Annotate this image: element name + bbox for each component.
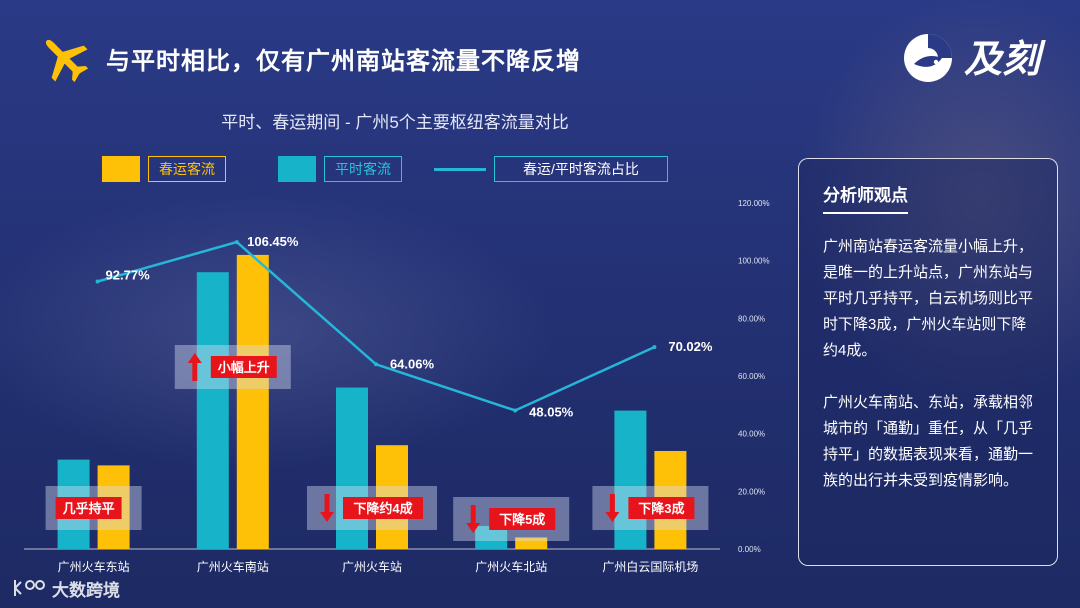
- y2-tick-label: 0.00%: [738, 545, 761, 554]
- chart-area: 0.00% 20.00% 40.00% 60.00% 80.00% 100.00% 120.…: [45, 199, 770, 574]
- arrow-down-icon: [605, 494, 620, 522]
- legend-spring: 春运客流: [102, 156, 226, 182]
- logo-text: 及刻: [964, 39, 1046, 81]
- badge-box: [489, 508, 556, 530]
- legend-normal: 平时客流: [278, 156, 402, 182]
- bar-spring: [515, 537, 548, 549]
- y2-tick-label: 60.00%: [738, 372, 765, 381]
- brand-logo: 及刻: [898, 28, 1060, 88]
- panel-title: 分析师观点: [823, 181, 908, 214]
- ratio-point: [652, 345, 657, 350]
- badge-box: [343, 497, 423, 519]
- bar-normal: [614, 410, 647, 549]
- title-bar: 与平时相比，仅有广州南站客流量不降反增: [36, 28, 581, 88]
- ratio-point: [95, 279, 100, 284]
- y2-tick-label: 20.00%: [738, 487, 765, 496]
- badge-box: [55, 497, 122, 519]
- badge-label: 下降约4成: [353, 501, 412, 516]
- arrow-up-icon: [187, 353, 202, 381]
- airplane-icon: [45, 39, 89, 83]
- badge-label: 下降5成: [499, 512, 545, 527]
- legend-normal-swatch: [278, 156, 316, 182]
- legend-ratio-swatch: [434, 167, 486, 171]
- badge-box: [628, 497, 695, 519]
- logo-bird-icon: 及刻: [904, 34, 1046, 82]
- page-title: 与平时相比，仅有广州南站客流量不降反增: [106, 47, 581, 75]
- ratio-point: [234, 240, 239, 245]
- arrow-down-icon: [466, 505, 481, 533]
- legend-normal-label: 平时客流: [324, 156, 402, 182]
- badge-label: 小幅上升: [218, 360, 270, 375]
- y2-tick-label: 80.00%: [738, 314, 765, 323]
- bar-normal: [196, 272, 229, 549]
- legend-ratio-label: 春运/平时客流占比: [494, 156, 668, 182]
- x-tick-label: 广州白云国际机场: [602, 559, 698, 574]
- ratio-point: [513, 408, 518, 413]
- y2-tick-label: 40.00%: [738, 430, 765, 439]
- ratio-point: [374, 362, 378, 367]
- x-tick-label: 广州火车北站: [475, 559, 547, 574]
- badge-label: 下降3成: [638, 501, 684, 516]
- ratio-data-label: 92.77%: [106, 268, 151, 283]
- ratio-data-label: 48.05%: [529, 404, 574, 419]
- badge-label: 几乎持平: [63, 501, 115, 516]
- panel-paragraph-1: 广州南站春运客流量小幅上升，是唯一的上升站点，广州东站与平时几乎持平，白云机场则…: [823, 238, 1034, 359]
- y2-tick-label: 120.00%: [738, 199, 770, 208]
- bar-spring: [236, 254, 269, 549]
- legend-spring-swatch: [102, 156, 140, 182]
- chart-title: 平时、春运期间 - 广州5个主要枢纽客流量对比: [221, 113, 569, 132]
- source-watermark: 大数跨境: [12, 574, 120, 602]
- x-tick-label: 广州火车站: [342, 559, 402, 574]
- legend-ratio: 春运/平时客流占比: [434, 156, 668, 182]
- source-text: 大数跨境: [52, 580, 120, 600]
- x-tick-label: 广州火车南站: [197, 559, 269, 574]
- y2-tick-label: 100.00%: [738, 257, 770, 266]
- ratio-data-label: 70.02%: [668, 339, 713, 354]
- analysis-panel: 分析师观点 广州南站春运客流量小幅上升，是唯一的上升站点，广州东站与平时几乎持平…: [798, 158, 1058, 566]
- arrow-down-icon: [320, 494, 334, 522]
- legend-spring-label: 春运客流: [148, 156, 226, 182]
- ratio-data-label: 106.45%: [247, 234, 299, 249]
- bar-normal: [336, 387, 368, 549]
- source-logo-icon: [14, 580, 45, 596]
- ratio-data-label: 64.06%: [390, 356, 435, 371]
- x-tick-label: 广州火车东站: [58, 559, 130, 574]
- badge-box: [210, 356, 277, 378]
- bar-normal: [475, 525, 508, 549]
- panel-paragraph-2: 广州火车南站、东站，承载相邻城市的「通勤」重任，从「几乎持平」的数据表现来看，通…: [823, 394, 1034, 489]
